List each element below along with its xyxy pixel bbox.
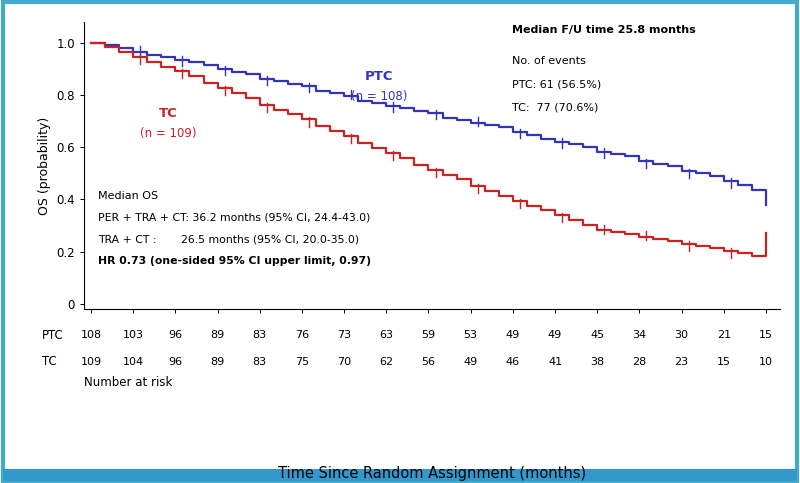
Text: 38: 38 (590, 357, 604, 367)
Text: 15: 15 (717, 357, 730, 367)
Text: 96: 96 (168, 330, 182, 340)
Text: 10: 10 (759, 357, 773, 367)
Text: Median F/U time 25.8 months: Median F/U time 25.8 months (512, 25, 696, 35)
Text: Number at risk: Number at risk (84, 376, 172, 389)
Text: TC:  77 (70.6%): TC: 77 (70.6%) (512, 102, 598, 112)
Text: TC: TC (159, 107, 178, 120)
Text: 76: 76 (295, 330, 309, 340)
Text: 49: 49 (548, 330, 562, 340)
Text: 83: 83 (253, 330, 267, 340)
Text: (n = 108): (n = 108) (351, 90, 407, 103)
Text: PTC: 61 (56.5%): PTC: 61 (56.5%) (512, 79, 602, 89)
Text: 28: 28 (632, 357, 646, 367)
Text: 109: 109 (81, 357, 102, 367)
Text: PTC: PTC (365, 70, 394, 83)
Text: 83: 83 (253, 357, 267, 367)
Text: 41: 41 (548, 357, 562, 367)
Text: HR 0.73 (one-sided 95% CI upper limit, 0.97): HR 0.73 (one-sided 95% CI upper limit, 0… (98, 256, 371, 266)
Text: No. of events: No. of events (512, 56, 586, 66)
Text: TC: TC (42, 355, 57, 369)
Text: PTC: PTC (42, 328, 63, 341)
Text: TRA + CT :       26.5 months (95% CI, 20.0-35.0): TRA + CT : 26.5 months (95% CI, 20.0-35.… (98, 234, 359, 244)
Text: 63: 63 (379, 330, 394, 340)
Text: 30: 30 (674, 330, 689, 340)
Text: 49: 49 (506, 330, 520, 340)
Text: 62: 62 (379, 357, 394, 367)
Text: Median OS: Median OS (98, 191, 158, 201)
Text: 73: 73 (337, 330, 351, 340)
Text: 59: 59 (422, 330, 435, 340)
Text: 45: 45 (590, 330, 604, 340)
Text: 70: 70 (337, 357, 351, 367)
Text: 89: 89 (210, 357, 225, 367)
Text: 56: 56 (422, 357, 435, 367)
Text: 103: 103 (122, 330, 144, 340)
Text: 75: 75 (295, 357, 309, 367)
Text: 49: 49 (463, 357, 478, 367)
Text: Time Since Random Assignment (months): Time Since Random Assignment (months) (278, 466, 586, 481)
Text: PER + TRA + CT: 36.2 months (95% CI, 24.4-43.0): PER + TRA + CT: 36.2 months (95% CI, 24.… (98, 213, 370, 223)
Text: 21: 21 (717, 330, 731, 340)
Y-axis label: OS (probability): OS (probability) (38, 116, 50, 214)
Text: 15: 15 (759, 330, 773, 340)
Text: 34: 34 (632, 330, 646, 340)
Text: 89: 89 (210, 330, 225, 340)
Text: 96: 96 (168, 357, 182, 367)
Text: 104: 104 (122, 357, 144, 367)
Text: 23: 23 (674, 357, 689, 367)
Text: 46: 46 (506, 357, 520, 367)
Text: (n = 109): (n = 109) (140, 128, 197, 140)
Text: 108: 108 (81, 330, 102, 340)
Text: 53: 53 (464, 330, 478, 340)
